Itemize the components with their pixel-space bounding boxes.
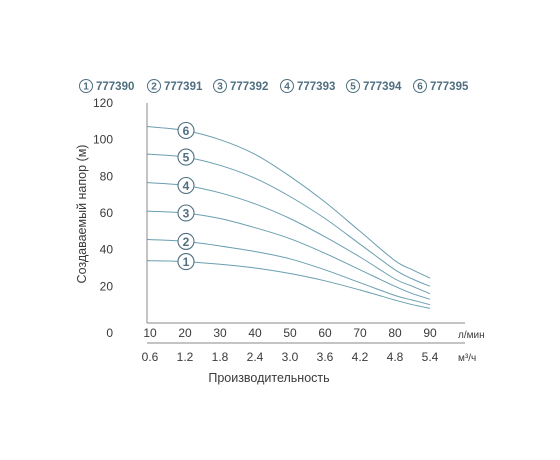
- x2-tick-label: 1.8: [212, 350, 229, 364]
- legend-number-3: 3: [217, 82, 223, 93]
- x-tick-label: 50: [283, 326, 297, 340]
- x-tick-label: 20: [178, 326, 192, 340]
- legend-marker-3: [213, 79, 227, 93]
- series-badge-2: [177, 232, 195, 250]
- y-tick-label: 20: [100, 279, 114, 293]
- y-tick-label: 40: [100, 243, 114, 257]
- legend-model-5: 777394: [363, 81, 402, 93]
- x-tick-label: 10: [143, 326, 157, 340]
- legend-model-3: 777392: [230, 81, 268, 93]
- legend-model-4: 777393: [297, 81, 335, 93]
- series-badge-5: [177, 148, 195, 166]
- x2-tick-label: 2.4: [247, 350, 264, 364]
- x-unit-label: л/мин: [458, 330, 485, 341]
- x2-tick-label: 1.2: [177, 350, 194, 364]
- x-tick-label: 70: [353, 326, 367, 340]
- y-tick-label: 60: [100, 206, 114, 220]
- x2-tick-label: 0.6: [142, 350, 159, 364]
- series-badge-label-2: 2: [183, 235, 190, 249]
- legend-number-2: 2: [151, 82, 157, 93]
- legend-marker-1: [79, 79, 93, 93]
- y-tick-label: 100: [93, 133, 113, 147]
- y-tick-label: 80: [100, 169, 114, 183]
- series-badge-6: [177, 121, 195, 140]
- legend-marker-2: [147, 79, 161, 93]
- x-tick-label: 30: [213, 326, 227, 340]
- legend-marker-4: [280, 79, 294, 93]
- series-badge-label-3: 3: [183, 207, 190, 221]
- series-badge-4: [177, 176, 195, 195]
- legend-model-1: 777390: [96, 81, 134, 93]
- series-badge-label-5: 5: [183, 151, 190, 165]
- series-badge-3: [177, 204, 195, 222]
- x-tick-label: 80: [388, 326, 402, 340]
- series-badge-1: [177, 253, 195, 271]
- y-axis-title: Создаваемый напор (м): [75, 145, 89, 284]
- x2-tick-label: 3.6: [317, 350, 334, 364]
- legend-number-4: 4: [284, 82, 290, 93]
- series-line-3: [146, 210, 431, 300]
- x2-tick-label: 4.8: [387, 350, 404, 364]
- x-tick-label: 60: [318, 326, 332, 340]
- legend-model-6: 777395: [430, 81, 469, 93]
- series-badge-label-1: 1: [183, 255, 190, 269]
- series-badge-label-6: 6: [183, 124, 190, 138]
- y-origin-label: 0: [106, 326, 113, 340]
- series-line-1: [146, 260, 431, 309]
- legend-marker-5: [346, 79, 360, 93]
- y-tick-label: 120: [93, 96, 113, 110]
- legend-model-2: 777391: [164, 81, 203, 93]
- series-line-5: [146, 153, 431, 287]
- series-line-6: [146, 126, 431, 279]
- series-line-4: [146, 182, 431, 295]
- x-axis-title: Производительность: [208, 371, 329, 385]
- legend-number-6: 6: [417, 82, 423, 93]
- series-badge-label-4: 4: [183, 179, 190, 193]
- x2-tick-label: 5.4: [422, 350, 439, 364]
- x-tick-label: 40: [248, 326, 262, 340]
- legend-number-5: 5: [350, 82, 356, 93]
- x2-tick-label: 3.0: [282, 350, 299, 364]
- x2-unit-label: м³/ч: [458, 353, 476, 364]
- legend-marker-6: [413, 79, 427, 93]
- legend-number-1: 1: [83, 82, 89, 93]
- x-tick-label: 90: [423, 326, 437, 340]
- series-line-2: [146, 238, 431, 306]
- x2-tick-label: 4.2: [352, 350, 369, 364]
